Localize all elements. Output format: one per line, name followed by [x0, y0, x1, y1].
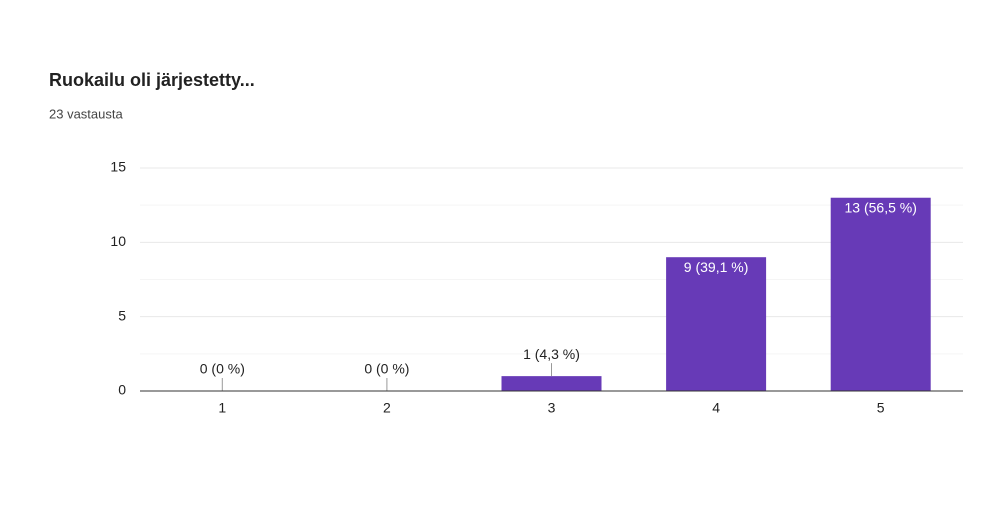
- data-label: 13 (56,5 %): [845, 199, 917, 215]
- y-tick-label: 5: [118, 307, 126, 323]
- y-tick-label: 0: [118, 382, 126, 398]
- x-tick-label: 3: [548, 400, 556, 416]
- bar: [666, 257, 767, 391]
- data-label: 0 (0 %): [200, 361, 245, 377]
- chart-subtitle: 23 vastausta: [49, 106, 123, 121]
- data-label: 0 (0 %): [364, 361, 409, 377]
- x-tick-label: 2: [383, 400, 391, 416]
- data-label: 9 (39,1 %): [684, 259, 749, 275]
- x-tick-label: 4: [712, 400, 720, 416]
- bar: [830, 197, 931, 391]
- y-tick-label: 15: [110, 159, 126, 175]
- x-tick-label: 5: [877, 400, 885, 416]
- x-tick-label: 1: [218, 400, 226, 416]
- chart-title: Ruokailu oli järjestetty...: [49, 70, 255, 90]
- y-tick-label: 10: [110, 233, 126, 249]
- data-label: 1 (4,3 %): [523, 346, 580, 362]
- bar: [501, 376, 602, 391]
